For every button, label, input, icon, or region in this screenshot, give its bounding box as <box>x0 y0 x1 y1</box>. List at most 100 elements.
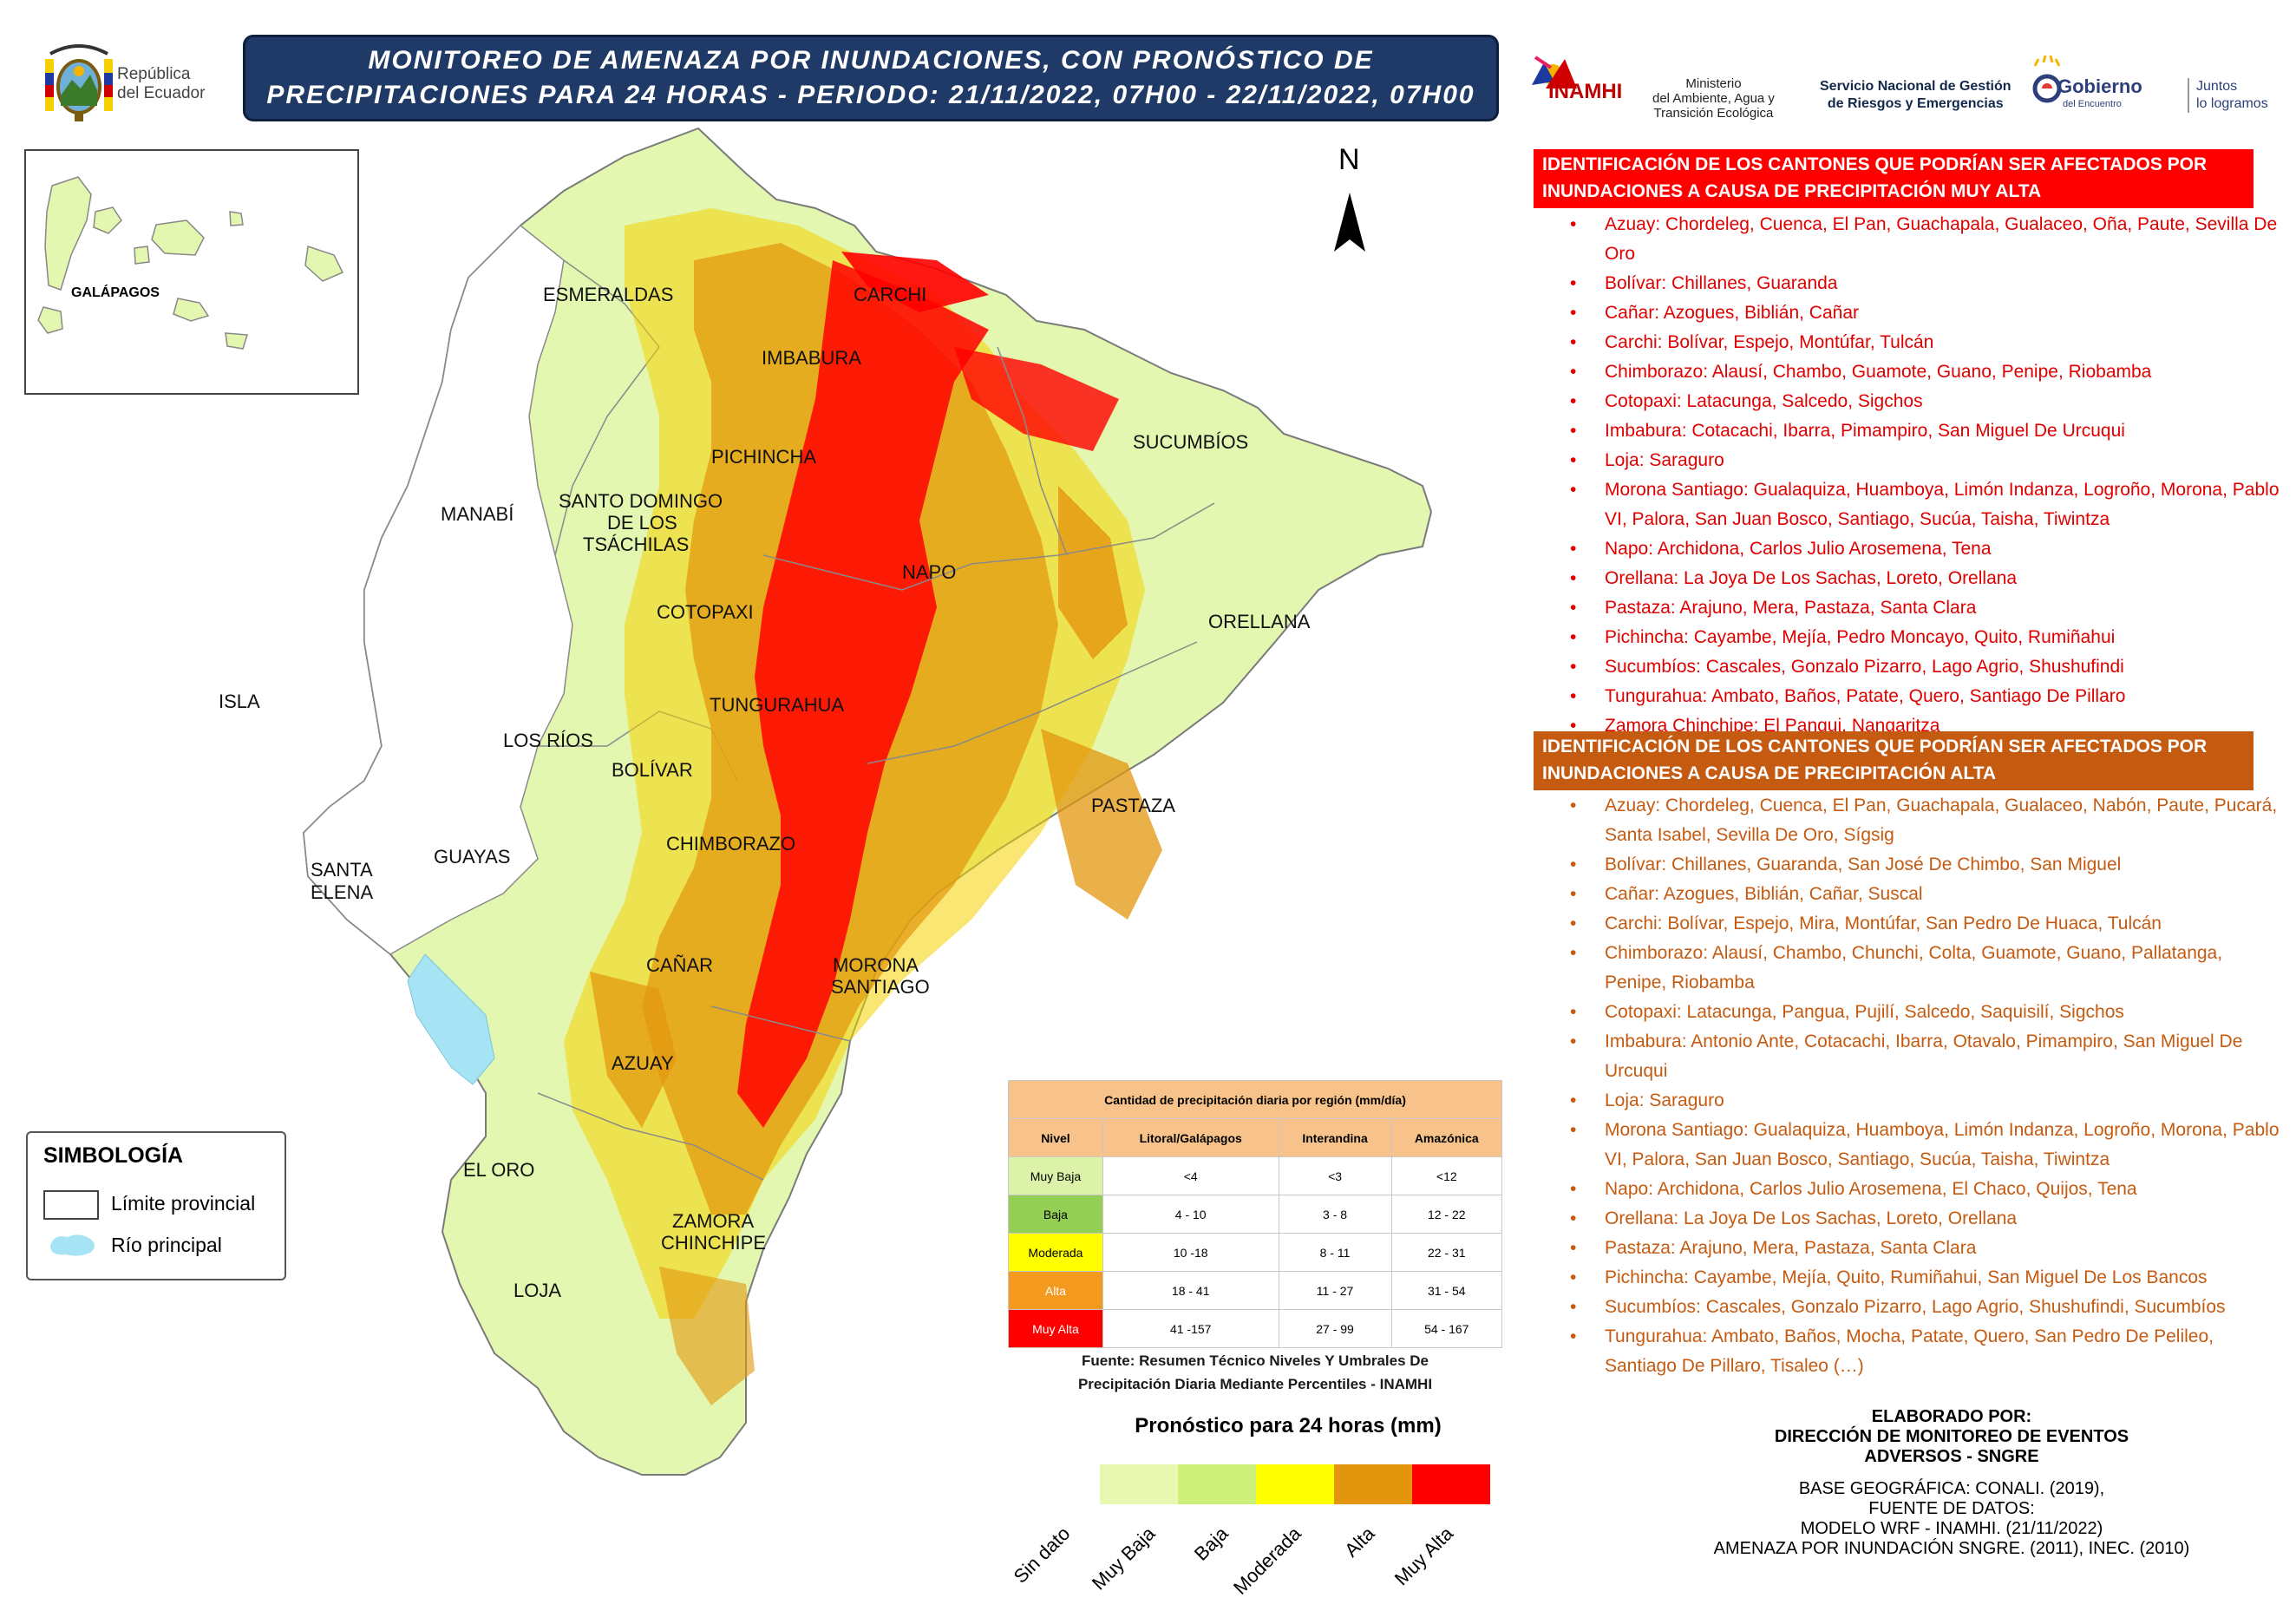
alta-header-line-2: INUNDACIONES A CAUSA DE PRECIPITACIÓN AL… <box>1542 763 1997 783</box>
table-row: Moderada 10 -18 8 - 11 22 - 31 <box>1008 1233 1503 1272</box>
gobierno-sub-label: del Encuentro <box>2063 99 2122 109</box>
table-header: Interandina <box>1278 1118 1392 1157</box>
province-label: CARCHI <box>854 284 927 305</box>
value-cell: 10 -18 <box>1102 1233 1279 1272</box>
value-cell: 8 - 11 <box>1278 1233 1392 1272</box>
province-label: TSÁCHILAS <box>583 534 690 555</box>
province-label: LOS RÍOS <box>503 730 593 751</box>
very-high-band <box>737 260 989 1128</box>
elaborado-line-2: DIRECCIÓN DE MONITOREO DE EVENTOS <box>1774 1427 2129 1446</box>
swatch-moderada <box>1256 1464 1334 1504</box>
title-banner: MONITOREO DE AMENAZA POR INUNDACIONES, C… <box>243 35 1499 121</box>
guayas-estuary <box>407 953 495 1085</box>
base-line-1: BASE GEOGRÁFICA: CONALI. (2019), <box>1798 1479 2105 1498</box>
value-cell: 3 - 8 <box>1278 1195 1392 1234</box>
list-item: Chimborazo: Alausí, Chambo, Chunchi, Col… <box>1568 939 2288 998</box>
value-cell: <12 <box>1390 1156 1503 1195</box>
source-line-1: Fuente: Resumen Técnico Niveles Y Umbral… <box>1082 1352 1429 1369</box>
list-item: Pichincha: Cayambe, Mejía, Pedro Moncayo… <box>1568 623 2288 652</box>
province-label: CAÑAR <box>646 954 714 976</box>
swatch-alta <box>1334 1464 1412 1504</box>
legend-simbologia: SIMBOLOGÍA Límite provincial Río princip… <box>26 1131 286 1280</box>
province-label: PASTAZA <box>1091 795 1175 816</box>
province-label: ELENA <box>311 881 374 903</box>
list-item: Cotopaxi: Latacunga, Pangua, Pujilí, Sal… <box>1568 998 2288 1027</box>
list-item: Napo: Archidona, Carlos Julio Arosemena,… <box>1568 1175 2288 1204</box>
table-title: Cantidad de precipitación diaria por reg… <box>1008 1080 1502 1119</box>
province-label: MORONA <box>833 954 919 976</box>
muy-alta-header: IDENTIFICACIÓN DE LOS CANTONES QUE PODRÍ… <box>1534 149 2253 208</box>
source-line-2: Precipitación Diaria Mediante Percentile… <box>1077 1376 1433 1392</box>
no-data-coastal-zone <box>303 224 573 955</box>
title-line-1: MONITOREO DE AMENAZA POR INUNDACIONES, C… <box>368 46 1374 75</box>
alta-header-line-1: IDENTIFICACIÓN DE LOS CANTONES QUE PODRÍ… <box>1542 737 2208 756</box>
value-cell: 31 - 54 <box>1390 1271 1503 1310</box>
value-cell: 54 - 167 <box>1390 1309 1503 1348</box>
province-label: SANTO DOMINGO <box>559 490 723 512</box>
title-line-2: PRECIPITACIONES PARA 24 HORAS - PERIODO:… <box>266 81 1475 109</box>
table-source: Fuente: Resumen Técnico Niveles Y Umbral… <box>1008 1349 1502 1396</box>
province-label: IMBABURA <box>762 347 861 369</box>
swatch-muy-alta <box>1412 1464 1490 1504</box>
list-item: Sucumbíos: Cascales, Gonzalo Pizarro, La… <box>1568 1293 2288 1322</box>
list-item: Orellana: La Joya De Los Sachas, Loreto,… <box>1568 564 2288 593</box>
list-item: Cañar: Azogues, Biblián, Cañar, Suscal <box>1568 880 2288 909</box>
province-label: AZUAY <box>612 1052 674 1074</box>
north-label: N <box>1338 143 1360 176</box>
value-cell: 12 - 22 <box>1390 1195 1503 1234</box>
table-row: Muy Baja <4 <3 <12 <box>1008 1156 1503 1195</box>
base-line-3: MODELO WRF - INAMHI. (21/11/2022) <box>1800 1519 2103 1538</box>
muy-alta-header-line-2: INUNDACIONES A CAUSA DE PRECIPITACIÓN MU… <box>1542 181 2042 201</box>
province-label: MANABÍ <box>441 503 514 525</box>
ministerio-ambiente-logo: Ministerio del Ambiente, Agua y Transici… <box>1652 76 1775 121</box>
list-item: Bolívar: Chillanes, Guaranda <box>1568 269 2288 298</box>
list-item: Loja: Saraguro <box>1568 1086 2288 1116</box>
republica-line-2: del Ecuador <box>117 84 206 102</box>
province-label: COTOPAXI <box>657 601 754 623</box>
precipitation-thresholds-table: Cantidad de precipitación diaria por reg… <box>1008 1080 1503 1348</box>
elaborado-line-1: ELABORADO POR: <box>1871 1407 2032 1426</box>
table-row: Muy Alta 41 -157 27 - 99 54 - 167 <box>1008 1309 1503 1348</box>
gobierno-label: Gobierno <box>2057 75 2142 97</box>
juntos-line-1: Juntos <box>2196 79 2238 94</box>
inamhi-logo <box>1528 50 1624 109</box>
table-header: Litoral/Galápagos <box>1102 1118 1279 1157</box>
list-item: Morona Santiago: Gualaquiza, Huamboya, L… <box>1568 1116 2288 1175</box>
list-item: Imbabura: Cotacachi, Ibarra, Pimampiro, … <box>1568 416 2288 446</box>
ministerio-line-3: Transición Ecológica <box>1653 106 1774 121</box>
elaborado-line-3: ADVERSOS - SNGRE <box>1864 1447 2039 1466</box>
river-swatch-icon <box>45 1230 101 1264</box>
table-header: Amazónica <box>1390 1118 1503 1157</box>
province-label: CHINCHIPE <box>661 1232 767 1254</box>
province-label: EL ORO <box>463 1159 535 1181</box>
ministerio-line-2: del Ambiente, Agua y <box>1652 91 1775 106</box>
value-cell: 27 - 99 <box>1278 1309 1392 1348</box>
province-label: ISLA <box>219 691 260 712</box>
ministerio-line-1: Ministerio <box>1685 76 1742 91</box>
table-header: Nivel <box>1008 1118 1103 1157</box>
value-cell: 11 - 27 <box>1278 1271 1392 1310</box>
province-label: ORELLANA <box>1208 611 1311 632</box>
alta-header: IDENTIFICACIÓN DE LOS CANTONES QUE PODRÍ… <box>1534 731 2253 790</box>
value-cell: 22 - 31 <box>1390 1233 1503 1272</box>
list-item: Bolívar: Chillanes, Guaranda, San José D… <box>1568 850 2288 880</box>
province-label: CHIMBORAZO <box>666 833 796 855</box>
value-cell: 41 -157 <box>1102 1309 1279 1348</box>
list-item: Sucumbíos: Cascales, Gonzalo Pizarro, La… <box>1568 652 2288 682</box>
list-item: Azuay: Chordeleg, Cuenca, El Pan, Guacha… <box>1568 210 2288 269</box>
provincial-boundary-label: Límite provincial <box>111 1192 256 1215</box>
credits-block: ELABORADO POR: DIRECCIÓN DE MONITOREO DE… <box>1648 1407 2255 1559</box>
table-row: Baja 4 - 10 3 - 8 12 - 22 <box>1008 1195 1503 1234</box>
level-cell: Muy Baja <box>1008 1156 1103 1195</box>
list-item: Napo: Archidona, Carlos Julio Arosemena,… <box>1568 534 2288 564</box>
juntos-slogan: Juntos lo logramos <box>2188 78 2268 113</box>
list-item: Tungurahua: Ambato, Baños, Patate, Quero… <box>1568 682 2288 711</box>
list-item: Chimborazo: Alausí, Chambo, Guamote, Gua… <box>1568 357 2288 387</box>
main-river-label: Río principal <box>111 1234 222 1256</box>
list-item: Pastaza: Arajuno, Mera, Pastaza, Santa C… <box>1568 593 2288 623</box>
level-cell: Muy Alta <box>1008 1309 1103 1348</box>
province-label: GUAYAS <box>434 846 511 868</box>
province-label: LOJA <box>513 1280 562 1301</box>
legend-title: SIMBOLOGÍA <box>43 1143 184 1168</box>
